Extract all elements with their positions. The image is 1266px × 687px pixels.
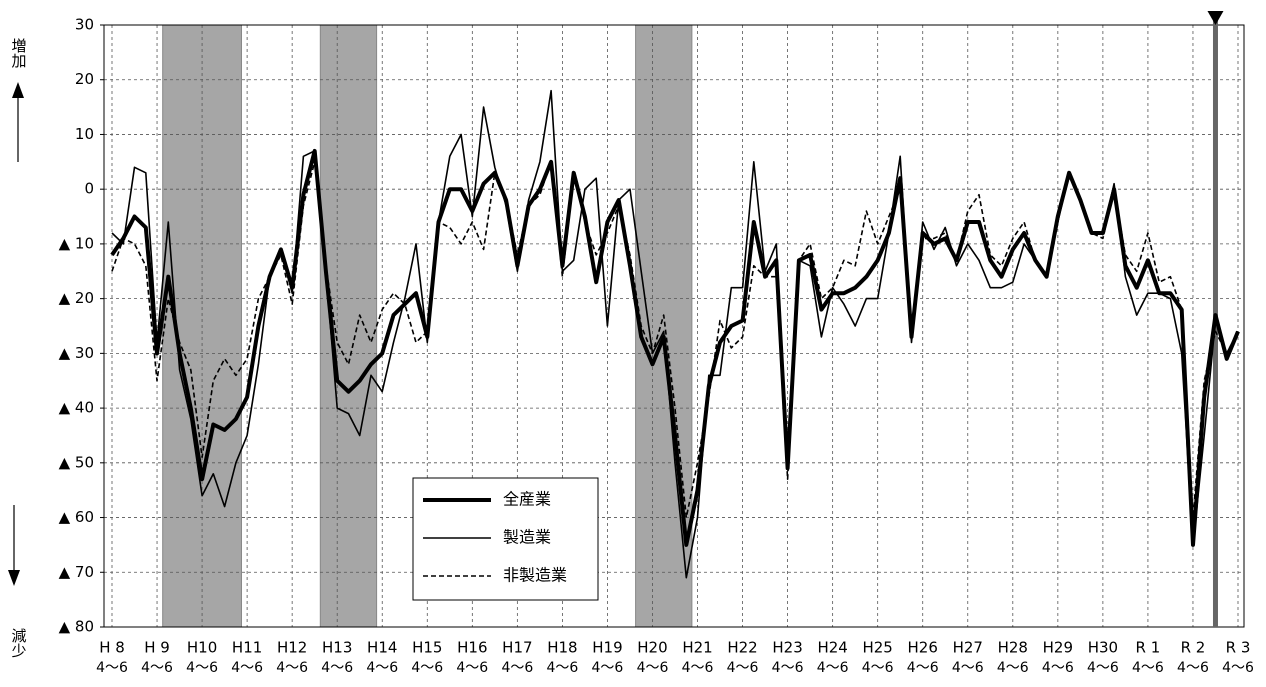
x-tick-label: H29 <box>1043 639 1073 657</box>
x-tick-label: H 8 <box>99 639 125 657</box>
x-tick-label: H24 <box>817 639 847 657</box>
shaded-period <box>319 24 378 628</box>
x-sublabel: 4～6 <box>186 660 218 676</box>
x-tick-label: H17 <box>502 639 532 657</box>
x-tick-label: H22 <box>727 639 757 657</box>
x-sublabel: 4～6 <box>952 660 984 676</box>
y-tick-label: ▲ 20 <box>59 289 94 307</box>
y-tick-label: ▲ 80 <box>59 618 94 636</box>
x-tick-label: H20 <box>637 639 667 657</box>
x-sublabel: 4～6 <box>1042 660 1074 676</box>
y-tick-label: 30 <box>75 16 94 34</box>
arrow-down <box>8 505 20 586</box>
y-tick-label: 0 <box>84 180 94 198</box>
x-tick-label: H19 <box>592 639 622 657</box>
y-label-bottom: 減少 <box>10 628 28 658</box>
legend-label: 全産業 <box>503 490 551 509</box>
series-line <box>111 89 1239 579</box>
legend-label: 非製造業 <box>503 566 567 585</box>
x-tick-label: H13 <box>322 639 352 657</box>
y-tick-label: ▲ 70 <box>59 563 94 581</box>
x-tick-label: H27 <box>953 639 983 657</box>
x-sublabel: 4～6 <box>276 660 308 676</box>
x-sublabel: 4～6 <box>817 660 849 676</box>
x-sublabel: 4～6 <box>772 660 804 676</box>
x-sublabel: 4～6 <box>862 660 894 676</box>
x-tick-label: H 9 <box>144 639 170 657</box>
x-tick-label: H25 <box>862 639 892 657</box>
x-sublabel: 4～6 <box>411 660 443 676</box>
x-sublabel: 4～6 <box>321 660 353 676</box>
arrow-up <box>12 82 24 162</box>
x-sublabel: 4～6 <box>231 660 263 676</box>
x-tick-label: H18 <box>547 639 577 657</box>
x-tick-label: H10 <box>187 639 217 657</box>
x-tick-label: H26 <box>908 639 938 657</box>
x-sublabel: 4～6 <box>637 660 669 676</box>
x-sublabel: 4～6 <box>907 660 939 676</box>
x-sublabel: 4～6 <box>366 660 398 676</box>
x-tick-label: H14 <box>367 639 397 657</box>
y-tick-label: ▲ 60 <box>59 508 94 526</box>
x-sublabel: 4～6 <box>1177 660 1209 676</box>
x-sublabel: 4～6 <box>1087 660 1119 676</box>
x-sublabel: 4～6 <box>96 660 128 676</box>
x-tick-label: H21 <box>682 639 712 657</box>
x-tick-label: R 1 <box>1136 639 1161 657</box>
y-tick-label: 10 <box>75 125 94 143</box>
x-sublabel: 4～6 <box>682 660 714 676</box>
x-tick-label: H23 <box>772 639 802 657</box>
x-sublabel: 4～6 <box>456 660 488 676</box>
x-tick-label: H28 <box>998 639 1028 657</box>
series-line <box>111 161 1239 519</box>
x-tick-label: R 2 <box>1181 639 1206 657</box>
x-sublabel: 4～6 <box>546 660 578 676</box>
x-tick-label: H15 <box>412 639 442 657</box>
x-sublabel: 4～6 <box>141 660 173 676</box>
x-sublabel: 4～6 <box>727 660 759 676</box>
x-tick-label: H12 <box>277 639 307 657</box>
y-tick-label: ▲ 40 <box>59 399 94 417</box>
x-tick-label: H30 <box>1088 639 1118 657</box>
y-tick-label: ▲ 50 <box>59 453 94 471</box>
y-tick-label: ▲ 10 <box>59 234 94 252</box>
marker-triangle <box>1207 11 1224 25</box>
x-sublabel: 4～6 <box>1132 660 1164 676</box>
x-tick-label: H16 <box>457 639 487 657</box>
x-sublabel: 4～6 <box>592 660 624 676</box>
legend-label: 製造業 <box>503 528 551 547</box>
y-label-top: 増加 <box>10 38 28 69</box>
x-tick-label: H11 <box>232 639 262 657</box>
x-sublabel: 4～6 <box>501 660 533 676</box>
x-sublabel: 4～6 <box>1222 660 1254 676</box>
x-sublabel: 4～6 <box>997 660 1029 676</box>
y-tick-label: 20 <box>75 70 94 88</box>
x-tick-label: R 3 <box>1226 639 1251 657</box>
plot-frame <box>103 24 1245 628</box>
y-tick-label: ▲ 30 <box>59 344 94 362</box>
